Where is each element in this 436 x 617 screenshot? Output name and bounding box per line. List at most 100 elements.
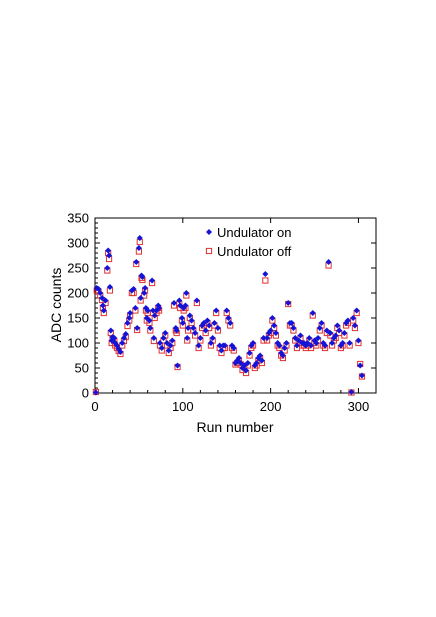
data-point-on bbox=[325, 259, 332, 265]
data-point-on bbox=[216, 342, 223, 349]
data-point-on bbox=[295, 337, 302, 344]
data-point-on bbox=[285, 300, 292, 306]
data-point-on bbox=[124, 320, 131, 326]
data-point-on bbox=[173, 327, 180, 334]
data-point-on bbox=[214, 325, 221, 331]
data-point-on bbox=[200, 320, 207, 326]
data-point-on bbox=[202, 327, 209, 334]
data-point-on bbox=[149, 277, 156, 284]
legend: Undulator on Undulator off bbox=[205, 225, 292, 259]
data-point-on bbox=[150, 335, 157, 341]
legend-square-icon bbox=[205, 247, 213, 255]
data-point-on bbox=[107, 327, 114, 334]
data-point-on bbox=[182, 302, 189, 309]
data-point-on bbox=[105, 247, 112, 254]
y-tick-label: 200 bbox=[67, 286, 89, 301]
data-point-on bbox=[267, 327, 274, 334]
data-point-on bbox=[174, 362, 181, 369]
data-point-on bbox=[176, 297, 183, 304]
data-point-on bbox=[111, 335, 118, 341]
data-point-on bbox=[158, 345, 165, 351]
data-point-on bbox=[119, 340, 126, 346]
data-point-on bbox=[97, 290, 104, 296]
data-point-on bbox=[309, 310, 316, 316]
data-point-on bbox=[318, 320, 325, 326]
data-point-on bbox=[297, 332, 304, 339]
data-point-on bbox=[149, 307, 156, 314]
data-point-on bbox=[169, 337, 176, 344]
data-point-on bbox=[288, 320, 295, 326]
legend-marker-on bbox=[206, 229, 212, 235]
data-point-on bbox=[336, 327, 343, 334]
data-point-on bbox=[237, 360, 244, 366]
axis-ticks: 0 100 200 300 0 50 100 150 200 250 300 350 bbox=[67, 211, 377, 414]
data-point-on bbox=[292, 335, 299, 341]
data-point-on bbox=[339, 340, 346, 346]
data-point-on bbox=[130, 286, 137, 292]
data-point-on bbox=[218, 347, 225, 354]
y-tick-label: 50 bbox=[75, 361, 89, 376]
data-point-on bbox=[192, 330, 199, 336]
data-point-on bbox=[358, 372, 365, 379]
data-point-on bbox=[186, 312, 193, 319]
data-point-on bbox=[244, 360, 251, 366]
data-point-on bbox=[260, 335, 267, 341]
data-point-on bbox=[134, 325, 141, 331]
data-point-on bbox=[142, 285, 149, 291]
data-point-on bbox=[179, 320, 186, 326]
data-point-on bbox=[243, 367, 250, 374]
x-tick-label: 300 bbox=[348, 399, 370, 414]
data-point-on bbox=[332, 332, 339, 339]
data-point-on bbox=[230, 345, 237, 351]
data-point-on bbox=[327, 330, 334, 336]
data-point-on bbox=[241, 362, 248, 369]
data-point-on bbox=[250, 340, 257, 346]
data-point-on bbox=[322, 342, 329, 349]
series-undulator-on bbox=[92, 235, 365, 396]
data-point-on bbox=[341, 330, 348, 336]
data-point-on bbox=[236, 355, 243, 361]
data-point-on bbox=[177, 302, 184, 309]
data-point-on bbox=[156, 305, 163, 311]
data-point-on bbox=[323, 327, 330, 334]
legend-label-off: Undulator off bbox=[217, 244, 292, 259]
data-point-on bbox=[127, 310, 134, 316]
data-point-on bbox=[227, 320, 234, 326]
data-point-on bbox=[283, 340, 290, 346]
data-point-on bbox=[257, 352, 264, 359]
y-tick-label: 150 bbox=[67, 311, 89, 326]
data-point-on bbox=[190, 325, 197, 331]
data-point-on bbox=[350, 315, 357, 321]
data-point-on bbox=[178, 315, 185, 321]
x-tick-label: 0 bbox=[91, 399, 98, 414]
legend-diamond-icon bbox=[206, 229, 212, 235]
data-point-on bbox=[183, 290, 190, 296]
data-point-on bbox=[193, 297, 200, 304]
data-point-on bbox=[344, 317, 351, 324]
y-tick-label: 250 bbox=[67, 261, 89, 276]
data-point-on bbox=[106, 284, 113, 290]
legend-marker-off bbox=[205, 247, 213, 255]
data-point-on bbox=[334, 322, 341, 329]
data-point-on bbox=[146, 317, 153, 324]
data-point-on bbox=[184, 335, 191, 341]
data-point-on bbox=[162, 330, 169, 336]
data-point-on bbox=[221, 342, 228, 349]
data-series bbox=[92, 235, 366, 396]
y-tick-label: 0 bbox=[82, 386, 89, 401]
data-point-on bbox=[206, 322, 213, 329]
data-point-on bbox=[355, 337, 362, 344]
data-point-on bbox=[197, 335, 204, 341]
data-point-on bbox=[213, 307, 220, 314]
data-point-on bbox=[209, 335, 216, 341]
data-point-on bbox=[136, 235, 143, 241]
data-point-on bbox=[204, 317, 211, 324]
data-point-on bbox=[329, 340, 336, 346]
data-point-on bbox=[271, 322, 278, 329]
data-point-on bbox=[92, 389, 99, 396]
data-point-on bbox=[144, 307, 151, 314]
data-point-on bbox=[293, 342, 300, 349]
data-point-on bbox=[188, 317, 195, 324]
y-tick-label: 350 bbox=[67, 211, 89, 226]
data-point-on bbox=[272, 330, 279, 336]
